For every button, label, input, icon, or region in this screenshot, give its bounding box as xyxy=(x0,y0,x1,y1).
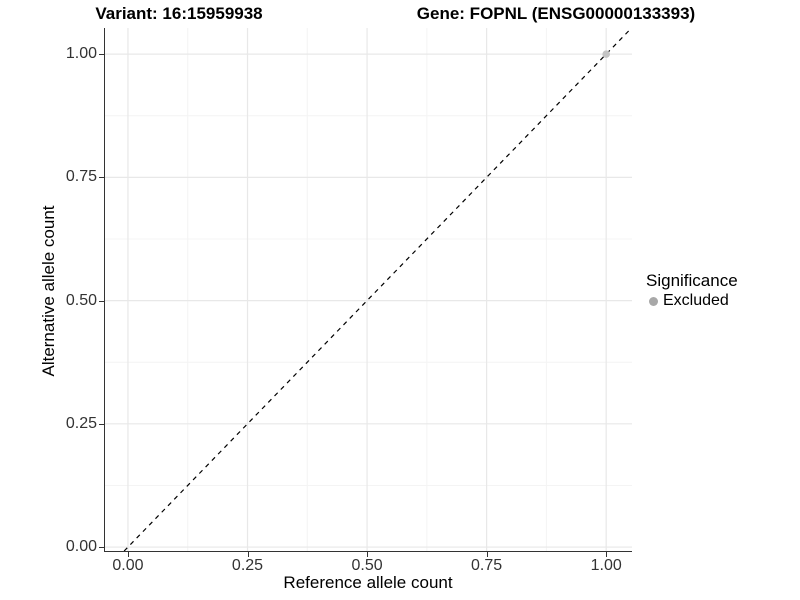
x-tick-label: 0.25 xyxy=(231,557,264,574)
y-tick-label: 0.75 xyxy=(65,168,97,186)
x-tick-mark xyxy=(247,552,249,557)
y-tick-label: 0.25 xyxy=(65,414,97,432)
plot-title-variant: Variant: 16:15959938 xyxy=(95,4,263,23)
data-point xyxy=(602,50,610,58)
y-tick-label: 0.50 xyxy=(65,291,97,309)
y-tick-mark xyxy=(99,54,104,56)
x-tick-mark xyxy=(367,552,369,557)
legend-title: Significance xyxy=(646,271,738,290)
x-tick-mark xyxy=(486,552,488,557)
y-tick-label: 1.00 xyxy=(65,45,97,63)
plot-title-gene: Gene: FOPNL (ENSG00000133393) xyxy=(416,4,696,23)
legend-item-label: Excluded xyxy=(663,292,729,309)
y-tick-label: 0.00 xyxy=(65,538,97,556)
y-tick-mark xyxy=(99,423,104,425)
x-tick-label: 0.50 xyxy=(351,557,383,574)
x-tick-label: 0.00 xyxy=(112,557,144,574)
legend-item-excluded: Excluded xyxy=(646,292,738,310)
legend: Significance Excluded xyxy=(646,271,738,310)
identity-dashed-line xyxy=(123,28,632,551)
x-tick-label: 0.75 xyxy=(471,557,503,574)
y-tick-mark xyxy=(99,177,104,179)
y-tick-mark xyxy=(99,547,104,549)
x-tick-mark xyxy=(127,552,129,557)
y-tick-mark xyxy=(99,300,104,302)
plot-panel xyxy=(104,28,632,552)
x-tick-label: 1.00 xyxy=(590,557,622,574)
plot-panel-svg xyxy=(105,28,632,551)
x-tick-mark xyxy=(606,552,608,557)
x-axis-title: Reference allele count xyxy=(283,573,453,592)
legend-point-icon xyxy=(649,296,658,306)
